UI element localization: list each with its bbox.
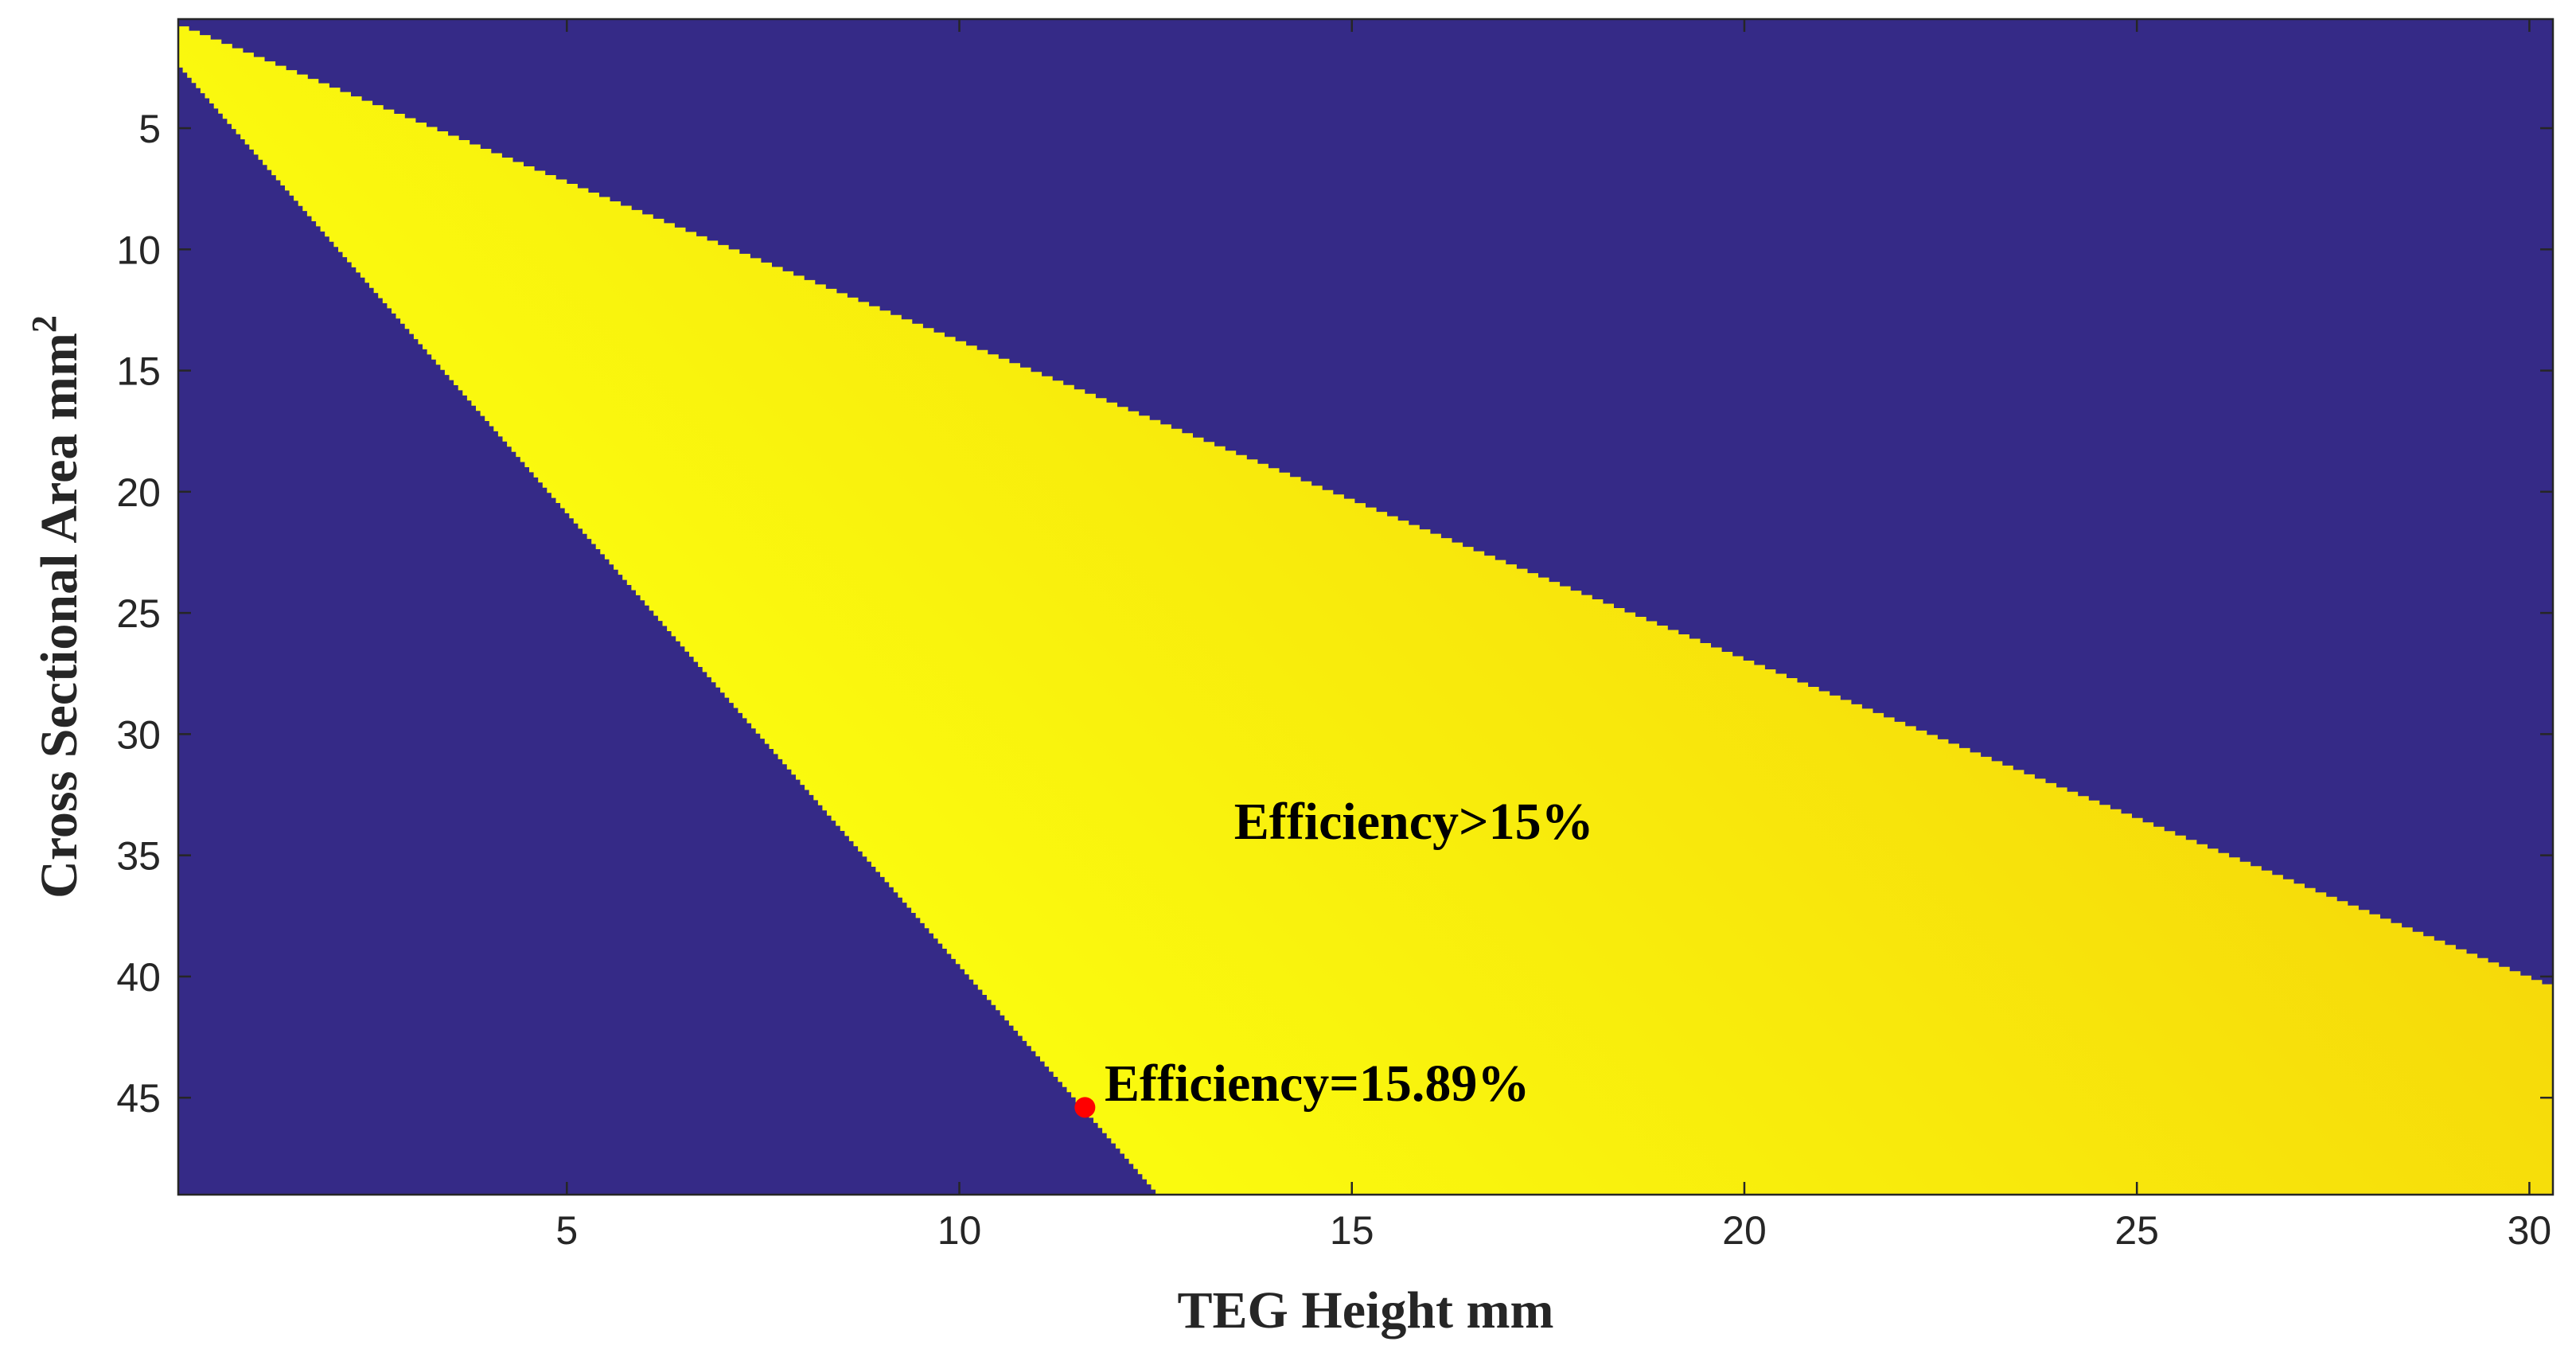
y-tick-label: 45 [116,1076,161,1121]
y-axis-label-text: Cross Sectional Area mm [30,333,88,899]
y-axis-label-superscript: 2 [25,315,64,333]
optimum-point-marker [1074,1097,1096,1118]
y-tick-label: 35 [116,834,161,879]
y-tick-label: 25 [116,591,161,636]
x-tick-label: 20 [1722,1208,1767,1253]
y-tick-label: 15 [116,349,161,394]
x-axis-label: TEG Height mm [1178,1281,1554,1340]
annotation-efficiency-region: Efficiency>15% [1234,793,1594,851]
x-tick-label: 30 [2508,1208,2552,1253]
y-axis-label: Cross Sectional Area mm2 [25,315,88,899]
x-tick-label: 15 [1330,1208,1374,1253]
feasible-region [178,26,2553,1195]
x-tick-label: 10 [937,1208,982,1253]
x-tick-label: 5 [555,1208,578,1253]
x-tick-label: 25 [2114,1208,2159,1253]
plot-frame [177,18,2555,1196]
y-tick-label: 20 [116,470,161,515]
x-axis-ticks: 5 10 15 20 25 30 [555,19,2551,1253]
y-axis-ticks: 5 10 15 20 25 30 35 40 45 [116,107,2553,1121]
y-tick-label: 5 [138,107,161,151]
annotation-optimum-efficiency: Efficiency=15.89% [1105,1055,1530,1113]
y-tick-label: 40 [116,955,161,1000]
y-tick-label: 10 [116,228,161,272]
y-tick-label: 30 [116,712,161,757]
